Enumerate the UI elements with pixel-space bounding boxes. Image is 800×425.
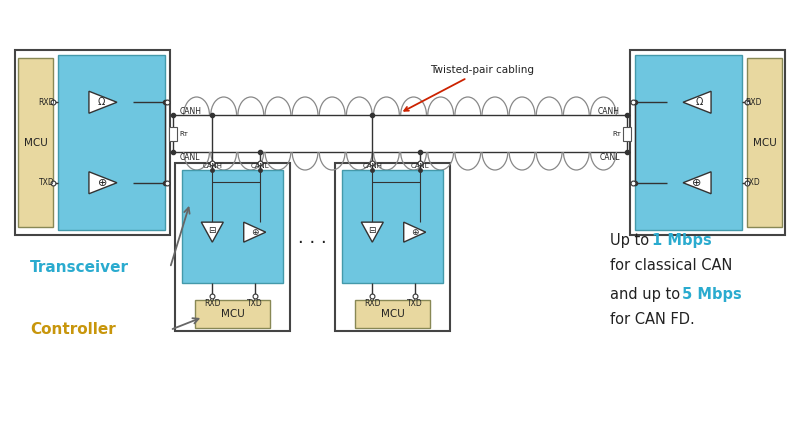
Text: MCU: MCU <box>24 138 47 147</box>
Bar <box>355 300 430 328</box>
Bar <box>623 127 631 141</box>
Text: Ω: Ω <box>695 97 702 107</box>
Text: CANL: CANL <box>599 153 620 162</box>
Text: CANH: CANH <box>362 163 382 169</box>
Text: MCU: MCU <box>381 309 404 319</box>
Bar <box>175 163 290 331</box>
Polygon shape <box>683 172 711 194</box>
Polygon shape <box>244 222 266 242</box>
Text: CANH: CANH <box>598 107 620 116</box>
Bar <box>15 50 170 235</box>
Polygon shape <box>683 91 711 113</box>
Text: 5 Mbps: 5 Mbps <box>682 287 742 303</box>
Text: Controller: Controller <box>30 323 116 337</box>
Text: ⊕: ⊕ <box>251 228 258 237</box>
Text: 1 Mbps: 1 Mbps <box>652 232 712 247</box>
Text: ⊕: ⊕ <box>692 178 702 188</box>
Text: ⊟: ⊟ <box>369 226 376 235</box>
Text: CANH: CANH <box>180 107 202 116</box>
Bar <box>195 300 270 328</box>
Text: MCU: MCU <box>753 138 776 147</box>
Text: CANL: CANL <box>410 163 429 169</box>
Text: CANL: CANL <box>250 163 269 169</box>
Text: for classical CAN: for classical CAN <box>610 258 732 272</box>
Text: for CAN FD.: for CAN FD. <box>610 312 694 328</box>
Text: Rт: Rт <box>612 130 621 136</box>
Polygon shape <box>202 222 223 242</box>
Bar <box>335 163 450 331</box>
Polygon shape <box>404 222 426 242</box>
Text: Rт: Rт <box>179 130 188 136</box>
Text: ⊕: ⊕ <box>411 228 418 237</box>
Bar <box>169 127 177 141</box>
Bar <box>630 50 785 235</box>
Bar <box>58 55 165 230</box>
Polygon shape <box>89 91 117 113</box>
Polygon shape <box>362 222 383 242</box>
Text: Transceiver: Transceiver <box>30 261 129 275</box>
Text: TXD: TXD <box>247 298 262 308</box>
Bar <box>18 58 53 227</box>
Text: ⊕: ⊕ <box>98 178 108 188</box>
Bar <box>342 170 443 283</box>
Polygon shape <box>89 172 117 194</box>
Text: TXD: TXD <box>745 178 761 187</box>
Bar <box>747 58 782 227</box>
Text: . . .: . . . <box>298 229 326 247</box>
Bar <box>635 55 742 230</box>
Text: Up to: Up to <box>610 232 654 247</box>
Text: ⊟: ⊟ <box>209 226 216 235</box>
Text: RXD: RXD <box>38 98 55 107</box>
Text: RXD: RXD <box>745 98 762 107</box>
Bar <box>182 170 283 283</box>
Text: CANH: CANH <box>202 163 222 169</box>
Text: RXD: RXD <box>204 298 221 308</box>
Text: Twisted-pair cabling: Twisted-pair cabling <box>404 65 534 111</box>
Text: and up to: and up to <box>610 287 685 303</box>
Text: CANL: CANL <box>180 153 201 162</box>
Text: TXD: TXD <box>39 178 55 187</box>
Text: TXD: TXD <box>407 298 422 308</box>
Text: Ω: Ω <box>98 97 105 107</box>
Text: MCU: MCU <box>221 309 244 319</box>
Text: RXD: RXD <box>364 298 381 308</box>
